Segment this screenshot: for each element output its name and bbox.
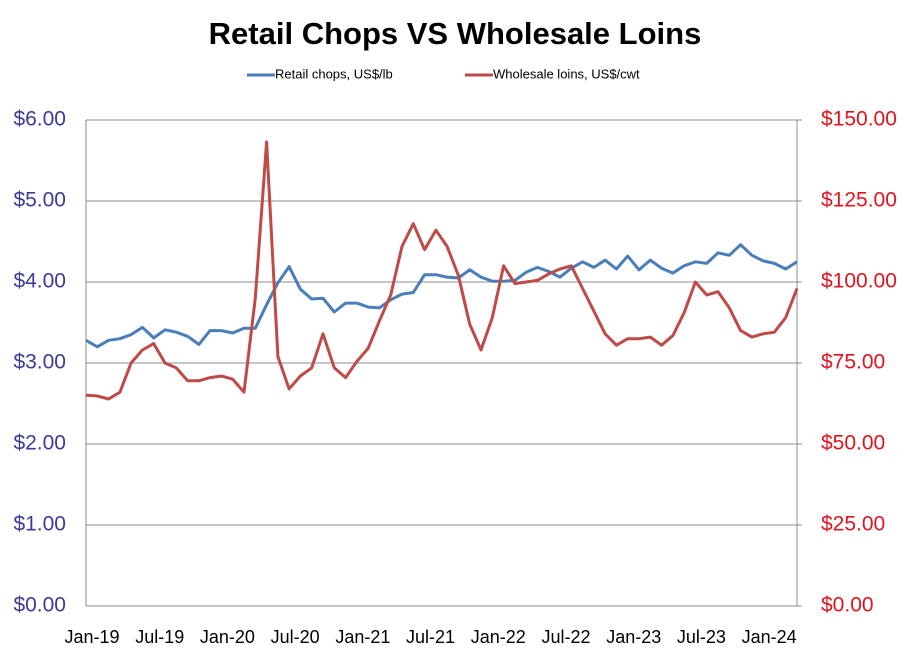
chart-title: Retail Chops VS Wholesale Loins [209, 16, 702, 51]
y2-tick-label: $50.00 [821, 432, 885, 455]
x-tick-label: Jan-22 [471, 627, 526, 647]
y-tick-label: $3.00 [13, 351, 66, 374]
x-tick-label: Jan-19 [64, 627, 119, 647]
y2-tick-label: $75.00 [821, 351, 885, 374]
legend-label: Retail chops, US$/lb [275, 66, 393, 81]
x-tick-label: Jul-21 [406, 627, 455, 647]
y-tick-label: $4.00 [13, 270, 66, 293]
y-tick-label: $6.00 [13, 108, 66, 131]
y2-tick-label: $100.00 [821, 270, 897, 293]
y-tick-label: $1.00 [13, 513, 66, 536]
x-tick-label: Jul-22 [541, 627, 590, 647]
x-tick-label: Jul-23 [677, 627, 726, 647]
x-tick-label: Jan-21 [335, 627, 390, 647]
y2-tick-label: $125.00 [821, 189, 897, 212]
series-line [85, 243, 798, 349]
series-line [85, 140, 799, 401]
legend-label: Wholesale loins, US$/cwt [493, 66, 640, 81]
y-tick-label: $2.00 [13, 432, 66, 455]
y-tick-label: $0.00 [13, 594, 66, 617]
y2-tick-label: $150.00 [821, 108, 897, 131]
y2-tick-label: $25.00 [821, 513, 885, 536]
y-tick-label: $5.00 [13, 189, 66, 212]
x-tick-label: Jan-24 [742, 627, 797, 647]
x-tick-label: Jan-20 [200, 627, 255, 647]
x-tick-label: Jul-20 [271, 627, 320, 647]
y2-tick-label: $0.00 [821, 594, 874, 617]
x-tick-label: Jul-19 [135, 627, 184, 647]
x-tick-label: Jan-23 [606, 627, 661, 647]
